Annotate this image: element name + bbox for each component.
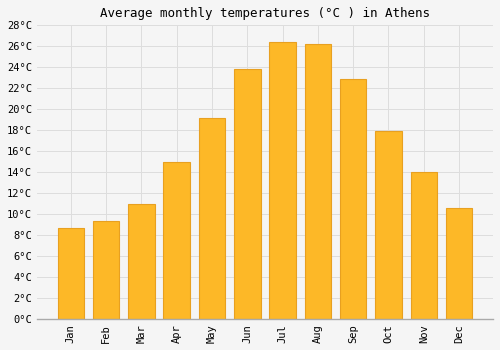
Bar — [58, 228, 84, 320]
Bar — [234, 69, 260, 320]
Bar — [446, 208, 472, 320]
Bar — [340, 79, 366, 320]
Title: Average monthly temperatures (°C ) in Athens: Average monthly temperatures (°C ) in At… — [100, 7, 430, 20]
Bar — [93, 221, 120, 320]
Bar — [198, 118, 225, 320]
Bar — [410, 172, 437, 320]
Bar — [128, 204, 154, 320]
Bar — [304, 44, 331, 320]
Bar — [375, 131, 402, 320]
Bar — [164, 162, 190, 320]
Bar — [270, 42, 296, 320]
